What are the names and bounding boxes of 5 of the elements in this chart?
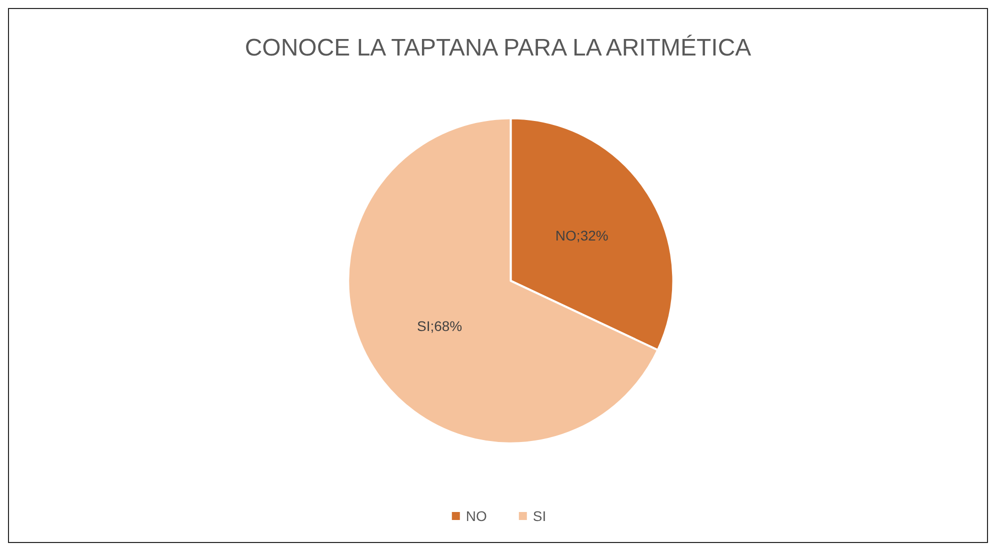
data-label: SI;68% <box>416 318 462 334</box>
chart-title: CONOCE LA TAPTANA PARA LA ARITMÉTICA <box>244 34 752 62</box>
legend-label: NO <box>466 508 487 524</box>
legend-label: SI <box>532 508 546 524</box>
data-label: NO;32% <box>555 228 608 244</box>
